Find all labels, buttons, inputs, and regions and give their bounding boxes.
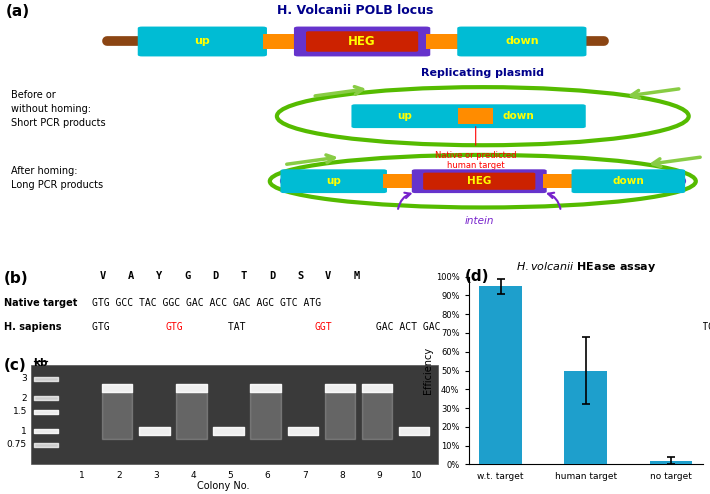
Text: TCC: TCC	[611, 322, 629, 331]
Y-axis label: Efficiency: Efficiency	[423, 347, 433, 394]
Text: 4: 4	[191, 471, 196, 480]
Text: Before or
without homing:
Short PCR products: Before or without homing: Short PCR prod…	[11, 90, 105, 128]
Text: intein: intein	[464, 216, 494, 226]
Bar	[479, 286, 522, 464]
Text: GTG GCC TAC GGC GAC ACC GAC AGC GTC ATG: GTG GCC TAC GGC GAC ACC GAC AGC GTC ATG	[92, 298, 321, 308]
Bar	[564, 370, 607, 464]
Text: GTC ATG: GTC ATG	[667, 322, 710, 331]
Text: M: M	[354, 271, 360, 281]
FancyBboxPatch shape	[572, 169, 685, 193]
Text: Y: Y	[156, 271, 163, 281]
FancyBboxPatch shape	[412, 169, 547, 193]
Text: down: down	[503, 111, 534, 121]
FancyBboxPatch shape	[263, 34, 298, 49]
Text: GTG: GTG	[166, 322, 184, 331]
Text: After homing:
Long PCR products: After homing: Long PCR products	[11, 166, 103, 190]
Text: 1: 1	[80, 471, 85, 480]
Text: 1: 1	[21, 426, 27, 436]
Text: TAT: TAT	[222, 322, 251, 331]
Text: 2: 2	[21, 394, 27, 403]
Text: (b): (b)	[4, 271, 28, 286]
FancyBboxPatch shape	[423, 172, 535, 190]
Text: HEG: HEG	[467, 176, 491, 186]
FancyBboxPatch shape	[294, 27, 430, 56]
FancyBboxPatch shape	[383, 174, 415, 188]
Text: 2: 2	[116, 471, 122, 480]
Text: GGT: GGT	[315, 322, 332, 331]
Bar	[650, 460, 692, 464]
Text: 10: 10	[410, 471, 422, 480]
Text: D: D	[212, 271, 219, 281]
Title: $\it{H. volcanii}$ HEase assay: $\it{H. volcanii}$ HEase assay	[515, 260, 656, 274]
Text: Native or predicted
human target: Native or predicted human target	[435, 127, 516, 170]
Text: T: T	[241, 271, 247, 281]
Text: 6: 6	[265, 471, 271, 480]
Text: 3: 3	[153, 471, 159, 480]
FancyBboxPatch shape	[351, 104, 586, 128]
Text: H. Volcanii POLB locus: H. Volcanii POLB locus	[277, 4, 433, 17]
Text: (d): (d)	[465, 269, 490, 284]
Text: S: S	[297, 271, 303, 281]
FancyBboxPatch shape	[306, 31, 418, 52]
Text: (a): (a)	[6, 4, 30, 19]
Text: A: A	[128, 271, 134, 281]
FancyBboxPatch shape	[543, 174, 575, 188]
Text: down: down	[613, 176, 644, 186]
Text: G: G	[185, 271, 190, 281]
Text: 9: 9	[376, 471, 382, 480]
Text: Colony No.: Colony No.	[197, 481, 250, 491]
Text: V: V	[99, 271, 106, 281]
Text: down: down	[505, 37, 539, 46]
Text: D: D	[269, 271, 275, 281]
Text: (c): (c)	[4, 358, 26, 372]
FancyBboxPatch shape	[458, 109, 493, 124]
Text: kb: kb	[33, 358, 48, 368]
FancyBboxPatch shape	[138, 27, 267, 56]
Text: GTG: GTG	[92, 322, 115, 331]
Text: HEG: HEG	[349, 35, 376, 48]
Text: V: V	[325, 271, 332, 281]
FancyBboxPatch shape	[280, 169, 387, 193]
Text: 5: 5	[228, 471, 234, 480]
Text: 7: 7	[302, 471, 307, 480]
Text: H. sapiens: H. sapiens	[4, 322, 61, 331]
Text: up: up	[398, 111, 412, 121]
Text: 8: 8	[339, 471, 345, 480]
Text: Replicating plasmid: Replicating plasmid	[421, 68, 545, 79]
Text: 3: 3	[21, 374, 27, 383]
Text: up: up	[195, 37, 210, 46]
Text: GAC ACT GAC: GAC ACT GAC	[370, 322, 447, 331]
Text: up: up	[327, 176, 341, 186]
Text: 1.5: 1.5	[13, 408, 27, 416]
FancyBboxPatch shape	[426, 34, 462, 49]
Text: Native target: Native target	[4, 298, 77, 308]
FancyBboxPatch shape	[31, 365, 438, 464]
Text: 0.75: 0.75	[6, 440, 27, 449]
FancyBboxPatch shape	[457, 27, 586, 56]
